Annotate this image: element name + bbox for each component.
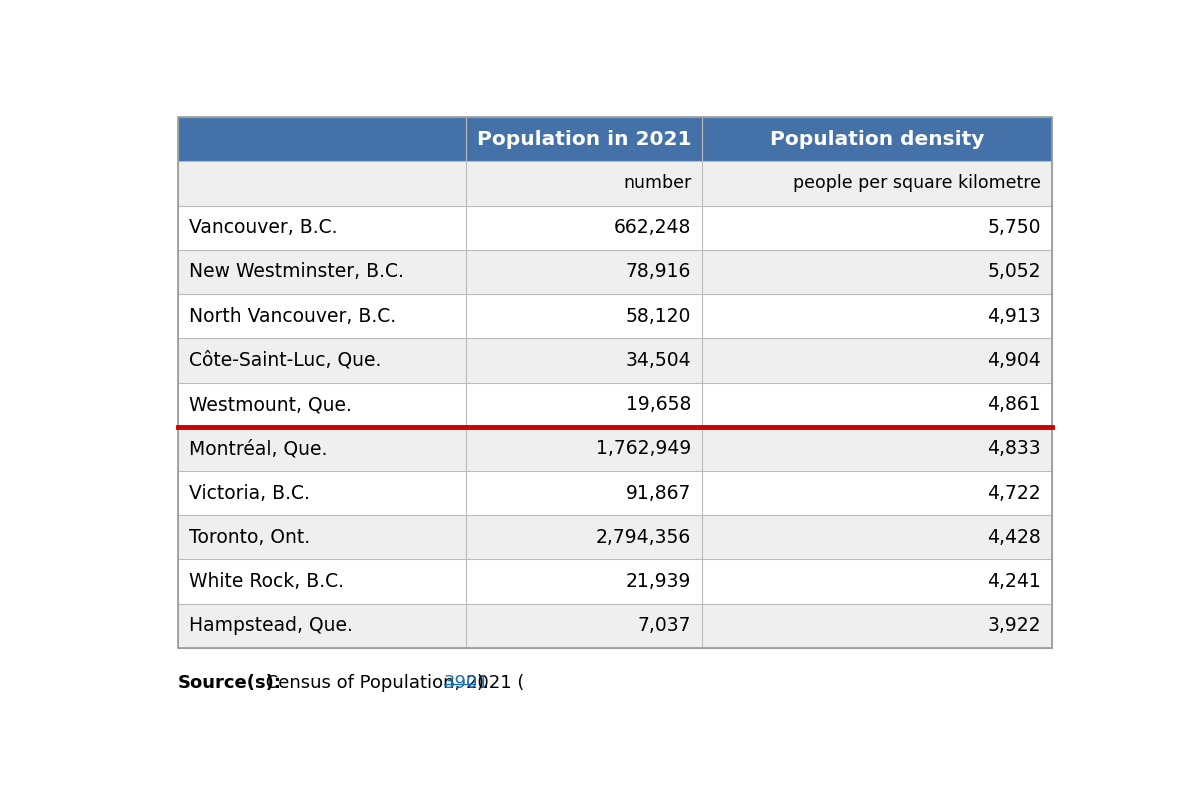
Text: Côte-Saint-Luc, Que.: Côte-Saint-Luc, Que. [190, 351, 382, 370]
Text: 58,120: 58,120 [626, 307, 691, 326]
Bar [178, 249, 467, 294]
Text: Montréal, Que.: Montréal, Que. [190, 439, 328, 458]
Bar [178, 383, 467, 426]
Bar [702, 383, 1052, 426]
Text: 4,428: 4,428 [988, 528, 1040, 547]
Text: ).: ). [476, 673, 490, 692]
Bar [702, 117, 1052, 161]
Bar [178, 294, 467, 338]
Text: Westmount, Que.: Westmount, Que. [190, 395, 352, 414]
Bar [702, 559, 1052, 603]
Text: 4,861: 4,861 [988, 395, 1040, 414]
Text: 34,504: 34,504 [625, 351, 691, 370]
Text: 4,241: 4,241 [988, 572, 1040, 591]
Bar [467, 206, 702, 249]
Bar [702, 161, 1052, 206]
Bar [702, 206, 1052, 249]
Bar [702, 471, 1052, 515]
Text: Population in 2021: Population in 2021 [478, 130, 691, 149]
Text: 4,913: 4,913 [988, 307, 1040, 326]
Text: Population density: Population density [770, 130, 984, 149]
Text: 91,867: 91,867 [626, 484, 691, 503]
Text: Victoria, B.C.: Victoria, B.C. [190, 484, 310, 503]
Text: Toronto, Ont.: Toronto, Ont. [190, 528, 310, 547]
Bar [178, 603, 467, 648]
Bar [467, 117, 702, 161]
Bar [467, 338, 702, 383]
Bar [178, 117, 467, 161]
Text: 3901: 3901 [444, 673, 490, 692]
Bar [178, 559, 467, 603]
Bar [467, 471, 702, 515]
Bar [702, 338, 1052, 383]
Text: 4,722: 4,722 [988, 484, 1040, 503]
Text: 4,833: 4,833 [988, 439, 1040, 458]
Text: 2,794,356: 2,794,356 [596, 528, 691, 547]
Bar [467, 249, 702, 294]
Bar [702, 249, 1052, 294]
Text: people per square kilometre: people per square kilometre [793, 175, 1040, 192]
Text: 1,762,949: 1,762,949 [596, 439, 691, 458]
Bar [178, 117, 1052, 648]
Text: number: number [623, 175, 691, 192]
Bar [467, 161, 702, 206]
Bar [467, 559, 702, 603]
Text: Vancouver, B.C.: Vancouver, B.C. [190, 218, 337, 238]
Text: White Rock, B.C.: White Rock, B.C. [190, 572, 344, 591]
Text: 5,052: 5,052 [988, 262, 1040, 281]
Bar [702, 603, 1052, 648]
Bar [467, 515, 702, 559]
Text: Hampstead, Que.: Hampstead, Que. [190, 616, 353, 635]
Bar [467, 383, 702, 426]
Text: Census of Population, 2021 (: Census of Population, 2021 ( [259, 673, 524, 692]
Text: 3,922: 3,922 [988, 616, 1040, 635]
Text: 4,904: 4,904 [988, 351, 1040, 370]
Text: 7,037: 7,037 [637, 616, 691, 635]
Text: 78,916: 78,916 [626, 262, 691, 281]
Text: North Vancouver, B.C.: North Vancouver, B.C. [190, 307, 396, 326]
Bar [178, 471, 467, 515]
Bar [702, 294, 1052, 338]
Text: 19,658: 19,658 [626, 395, 691, 414]
Bar [178, 206, 467, 249]
Bar [467, 294, 702, 338]
Bar [467, 426, 702, 471]
Bar [702, 515, 1052, 559]
Text: Source(s):: Source(s): [178, 673, 282, 692]
Bar [178, 515, 467, 559]
Bar [178, 338, 467, 383]
Bar [702, 426, 1052, 471]
Text: 5,750: 5,750 [988, 218, 1040, 238]
Text: New Westminster, B.C.: New Westminster, B.C. [190, 262, 404, 281]
Bar [467, 603, 702, 648]
Text: 662,248: 662,248 [614, 218, 691, 238]
Bar [178, 426, 467, 471]
Bar [178, 161, 467, 206]
Text: 21,939: 21,939 [626, 572, 691, 591]
